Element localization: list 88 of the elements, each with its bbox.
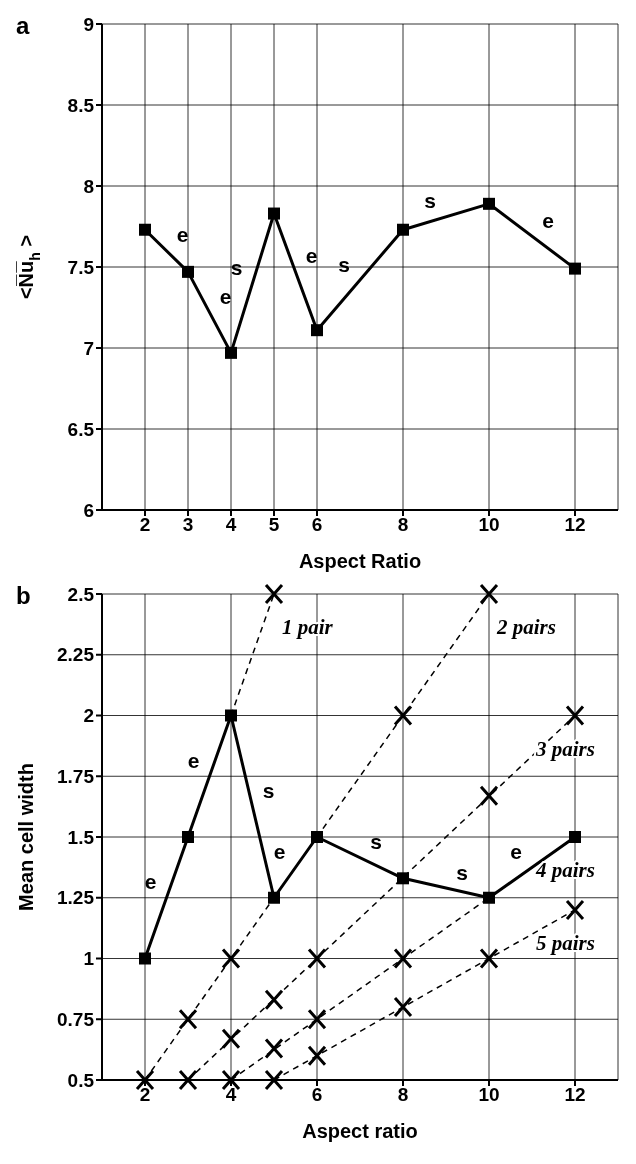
point [311,324,323,337]
point [311,831,323,843]
series-label: 4 pairs [535,858,595,882]
y-tick-label: 9 [83,13,94,35]
y-tick-label: 1.75 [57,765,95,787]
point [221,1028,241,1050]
x-axis-title: Aspect ratio [302,1120,418,1142]
x-tick-label: 2 [139,514,151,536]
y-tick-label: 6 [83,499,94,521]
annotation: s [338,252,350,276]
x-tick-label: 5 [268,514,280,536]
point [393,948,413,969]
series-label: 1 pair [282,615,334,639]
y-tick-label: 0.5 [67,1069,95,1091]
y-tick-label: 2.5 [67,583,95,605]
y-tick-label: 0.75 [57,1008,95,1030]
annotation: e [510,839,522,863]
point [483,891,495,904]
y-tick-label: 6.5 [67,418,95,440]
y-tick-label: 1.5 [67,826,95,848]
point [139,952,151,965]
point [264,1069,284,1091]
point [182,831,194,843]
x-tick-label: 4 [225,514,237,536]
point [565,899,585,921]
point [569,831,581,843]
point [307,1045,327,1067]
point [225,709,237,722]
annotation: e [176,223,189,247]
y-tick-label: 1.25 [57,887,95,909]
point [221,948,241,969]
x-tick-label: 4 [225,1084,237,1106]
point [268,207,280,220]
x-tick-label: 12 [564,1084,586,1106]
point [264,1037,284,1059]
point [397,223,409,236]
x-tick-label: 3 [182,514,194,536]
point [182,265,194,278]
point [178,1069,198,1091]
annotation: e [273,839,286,863]
point [393,996,413,1018]
y-tick-label: 7 [83,337,94,359]
annotation: s [230,255,243,279]
point [479,785,499,807]
annotation: s [262,779,275,803]
point [307,1008,327,1030]
annotation: s [424,189,436,213]
y-tick-label: 2.25 [57,644,95,666]
x-tick-label: 12 [564,514,586,536]
x-tick-label: 2 [139,1084,151,1106]
point [479,948,499,969]
annotation: e [219,284,232,308]
point [565,705,585,726]
series-label: 2 pairs [496,615,556,639]
annotation: e [187,748,200,772]
annotation: s [456,860,468,884]
x-axis-title: Aspect Ratio [298,550,422,572]
point [307,948,327,969]
x-tick-label: 8 [397,1084,409,1106]
annotation: s [370,830,382,854]
point [397,872,409,885]
point [264,989,284,1011]
point [393,705,413,726]
y-axis-title: Mean cell width [15,763,38,911]
annotation: e [305,244,318,268]
x-tick-label: 6 [311,514,323,536]
y-tick-label: 8.5 [67,94,95,116]
point [569,262,581,275]
series-label: 5 pairs [536,930,595,955]
y-tick-label: 8 [83,175,94,197]
point [139,223,151,236]
annotation: e [144,870,157,894]
point [178,1008,198,1030]
chart-title: b [16,582,31,610]
y-tick-label: 1 [83,948,95,970]
x-tick-label: 8 [397,514,409,536]
point [225,346,237,359]
y-tick-label: 2 [83,705,94,727]
x-tick-label: 10 [478,514,500,536]
chart-title: a [16,12,30,40]
point [479,583,499,605]
annotation: e [542,208,554,232]
y-tick-label: 7.5 [67,256,95,278]
x-tick-label: 6 [311,1084,323,1106]
point [268,891,280,904]
point [264,583,284,605]
x-tick-label: 10 [478,1084,500,1106]
point [483,197,495,210]
